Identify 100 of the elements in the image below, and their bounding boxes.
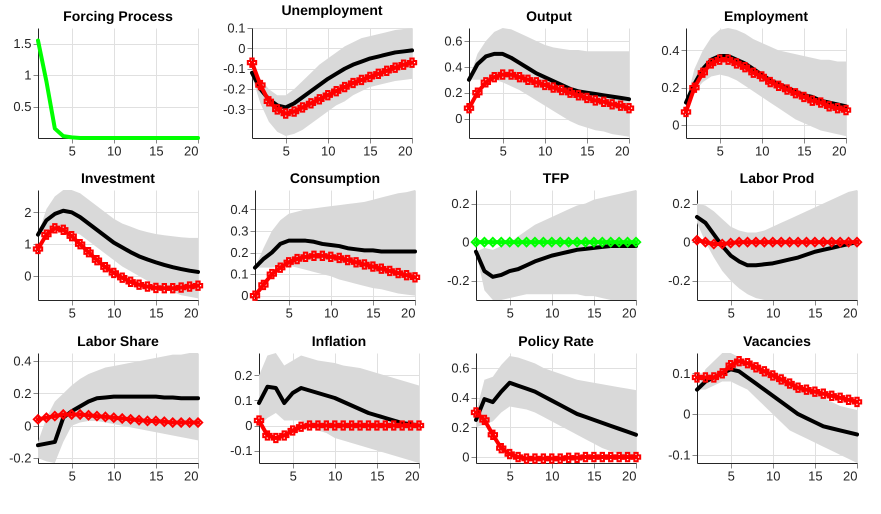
x-tick-label: 5 [286,306,293,320]
y-tick-label: 0.5 [13,99,32,114]
chart-title: Policy Rate [518,333,594,349]
chart-title: Employment [724,8,808,24]
y-tick-label: 2 [24,204,32,220]
y-tick-label: 0 [241,288,248,304]
x-tick-label: 15 [587,306,602,320]
y-tick-label: 1.5 [13,36,32,52]
y-tick-label: -0.2 [447,273,470,288]
chart-title: Unemployment [281,2,383,18]
x-tick-label: 10 [328,468,343,484]
y-tick-label: -0.2 [223,82,246,97]
x-tick-label: 15 [149,144,164,158]
x-tick-label: 5 [500,144,507,158]
x-tick-label: 15 [149,306,164,320]
chart-title: Labor Prod [740,170,814,186]
x-tick-label: 15 [797,144,812,158]
x-tick-label: 15 [363,144,378,158]
x-tick-label: 5 [68,468,76,484]
x-tick-label: 15 [366,306,381,320]
y-tick-label: 0.4 [661,42,680,58]
x-tick-label: 5 [506,468,514,484]
x-tick-label: 10 [321,144,336,158]
x-tick-label: 10 [107,468,122,484]
y-tick-label: 0.2 [444,85,462,100]
y-tick-label: 0.1 [230,266,248,282]
y-tick-label: 0 [455,111,462,126]
y-tick-label: 0 [683,406,690,422]
x-tick-label: 15 [808,468,823,484]
x-tick-label: 10 [766,306,781,320]
y-tick-label: 0 [462,234,470,250]
y-tick-label: 0 [462,450,470,465]
x-tick-label: 10 [766,468,781,484]
y-tick-label: 0 [245,418,252,433]
line-series [36,394,200,448]
x-tick-label: 10 [545,306,560,320]
x-tick-label: 5 [728,306,735,320]
chart-title: Vacancies [743,332,812,349]
y-tick-label: 0 [238,40,246,56]
x-tick-label: 20 [843,306,858,320]
x-tick-label: 20 [184,306,198,320]
x-tick-label: 15 [808,306,823,320]
x-tick-label: 15 [587,468,602,484]
x-tick-label: 5 [716,144,724,158]
y-tick-label: -0.1 [230,443,252,458]
chart-title: Labor Share [77,333,160,349]
x-tick-label: 10 [107,306,122,320]
x-tick-label: 20 [843,468,858,484]
x-tick-label: 20 [615,144,630,158]
x-tick-label: 10 [755,144,770,158]
chart-title: Investment [81,170,156,186]
x-tick-label: 5 [728,468,735,484]
x-tick-label: 20 [184,468,198,484]
line-series [253,238,417,270]
x-tick-label: 20 [398,144,412,158]
y-tick-label: 0.2 [672,196,690,212]
y-tick-label: 0.6 [444,33,462,48]
chart-title: Forcing Process [63,8,174,24]
x-tick-label: 15 [580,144,595,158]
x-tick-label: 5 [68,306,76,320]
x-tick-label: 20 [832,144,846,158]
y-tick-label: 0.2 [234,368,252,383]
y-tick-label: 0.1 [227,20,246,36]
chart-title: Output [526,8,572,24]
x-tick-label: 15 [370,468,385,484]
y-tick-label: 0.3 [230,223,248,238]
line-series [36,208,200,274]
x-tick-label: 5 [506,306,514,320]
y-tick-label: 0.4 [13,354,32,369]
x-tick-label: 20 [622,306,636,320]
line-series [474,380,638,437]
y-tick-label: -0.1 [668,447,690,462]
x-tick-label: 10 [538,144,553,158]
y-tick-label: 0 [672,117,680,132]
x-tick-label: 20 [622,468,636,484]
x-tick-label: 15 [149,468,164,484]
y-tick-label: 0 [24,268,32,284]
x-tick-label: 10 [545,468,560,484]
y-tick-label: 0.2 [451,420,470,435]
y-tick-label: 0.6 [451,360,470,376]
chart-title: TFP [542,170,570,186]
x-tick-label: 5 [290,468,297,484]
y-tick-label: -0.2 [668,273,690,288]
y-tick-label: 0.2 [451,196,470,212]
y-tick-label: 1 [24,236,32,252]
x-tick-label: 10 [324,306,339,320]
chart-title: Consumption [290,170,380,186]
x-tick-label: 5 [68,144,76,158]
y-tick-label: 0.4 [230,202,248,217]
x-tick-label: 5 [282,144,290,158]
y-tick-label: -0.3 [223,102,246,117]
y-tick-label: -0.1 [223,61,246,76]
chart-title: Inflation [312,333,366,349]
y-tick-label: 0.4 [444,59,462,74]
y-tick-label: 0 [683,234,690,250]
y-tick-label: 0.1 [234,393,252,408]
x-tick-label: 20 [405,468,420,484]
y-tick-label: 1 [24,68,32,83]
y-tick-label: 0.2 [230,245,248,260]
y-tick-label: -0.2 [9,450,32,466]
